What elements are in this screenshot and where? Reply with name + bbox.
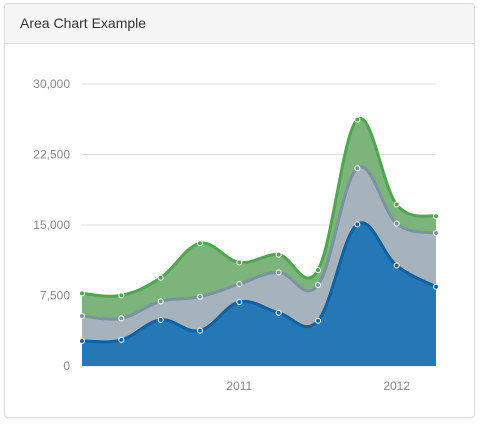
data-point[interactable] [79,313,85,320]
panel-title: Area Chart Example [20,15,147,31]
data-point[interactable] [79,337,85,344]
data-point[interactable] [236,280,243,287]
data-point[interactable] [433,230,439,237]
data-point[interactable] [393,220,400,227]
area-series-1 [82,222,436,366]
data-point[interactable] [315,267,321,274]
data-point[interactable] [275,251,282,258]
data-point[interactable] [354,165,361,172]
data-point[interactable] [236,298,243,305]
data-point[interactable] [157,316,164,323]
axis-layer: 30,000 22,500 15,000 7,500 0 2011 2012 [33,77,410,393]
data-point[interactable] [433,213,439,220]
data-point[interactable] [118,292,125,299]
data-point[interactable] [275,269,282,276]
data-point[interactable] [393,262,400,269]
series-line-1 [81,221,437,344]
y-tick-label: 0 [63,359,70,373]
data-point[interactable] [157,298,164,305]
data-point[interactable] [393,201,400,208]
data-point[interactable] [433,283,439,290]
y-tick-label: 15,000 [33,218,70,232]
data-point[interactable] [118,336,125,343]
y-tick-label: 7,500 [40,289,70,303]
data-point[interactable] [79,290,85,297]
data-point[interactable] [354,116,361,123]
data-point[interactable] [157,274,164,281]
area-layer [82,118,436,366]
data-point[interactable] [315,282,321,289]
x-tick-label: 2012 [383,379,410,393]
data-point[interactable] [275,309,282,316]
data-point[interactable] [354,221,361,228]
y-tick-label: 22,500 [33,148,70,162]
data-point[interactable] [236,259,243,266]
data-point[interactable] [197,293,203,300]
x-tick-label: 2011 [226,379,252,393]
y-tick-label: 30,000 [33,77,70,91]
data-point[interactable] [197,240,203,247]
data-point[interactable] [197,327,203,334]
point-layer [79,116,439,344]
data-point[interactable] [315,317,321,324]
panel-heading: Area Chart Example [5,4,474,44]
data-point[interactable] [118,315,125,322]
